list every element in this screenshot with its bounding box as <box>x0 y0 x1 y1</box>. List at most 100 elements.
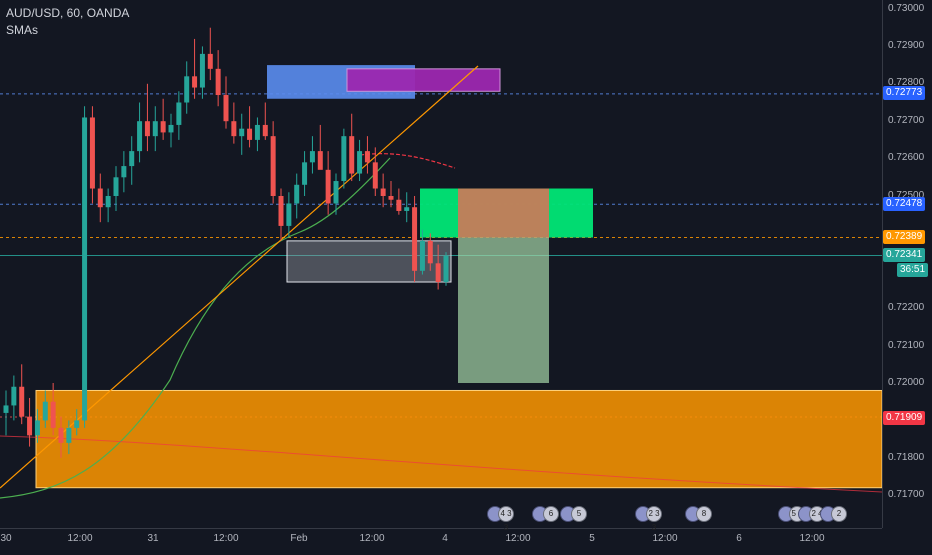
study-title[interactable]: SMAs <box>6 23 39 37</box>
candle-body <box>113 177 119 196</box>
candle-body <box>294 184 300 204</box>
candle-body <box>427 240 433 264</box>
candle-body <box>443 255 449 283</box>
candle-body <box>278 196 284 226</box>
economic-event-badge[interactable]: 4 3 3 <box>487 506 514 532</box>
candle-body <box>270 136 276 196</box>
stop-zone <box>458 237 549 383</box>
candle-body <box>121 166 127 178</box>
time-tick: 30 <box>0 533 12 544</box>
time-tick: 6 <box>736 533 742 544</box>
economic-event-badge[interactable]: 2 3 3 <box>635 506 662 532</box>
price-tag-orange: 0.72389 <box>883 230 926 244</box>
event-count: 2 3 3 <box>646 506 662 532</box>
candle-body <box>388 196 394 200</box>
time-tick: 12:00 <box>799 533 825 544</box>
price-tick: 0.72100 <box>888 340 925 351</box>
price-tag-blue-upper: 0.72773 <box>883 86 926 100</box>
economic-event-badge[interactable]: 8 <box>685 506 712 522</box>
event-count: 8 <box>696 506 712 522</box>
time-axis[interactable] <box>0 528 882 551</box>
price-tick: 0.73000 <box>888 3 925 14</box>
candle-body <box>3 405 9 413</box>
candle-body <box>372 162 378 189</box>
candle-body <box>105 196 111 208</box>
candle-body <box>19 386 25 417</box>
time-tick: 12:00 <box>359 533 385 544</box>
event-count: 5 <box>571 506 587 522</box>
candle-body <box>66 427 72 443</box>
time-tick: Feb <box>290 533 308 544</box>
price-tick: 0.72500 <box>888 190 925 201</box>
price-tick: 0.72200 <box>888 302 925 313</box>
range-box <box>286 240 452 283</box>
candle-body <box>254 124 260 140</box>
candle-body <box>357 151 363 174</box>
candle-body <box>176 102 182 125</box>
economic-event-badge[interactable]: 5 <box>560 506 587 522</box>
candle-body <box>325 169 331 204</box>
candle-body <box>152 121 158 137</box>
symbol-title[interactable]: AUD/USD, 60, OANDA <box>6 6 130 20</box>
candle-body <box>341 136 347 182</box>
demand-zone <box>35 389 883 489</box>
candle-body <box>42 401 48 421</box>
risk-overlap <box>458 188 549 238</box>
candle-body <box>74 420 80 428</box>
price-tag-last-price: 0.72341 <box>883 248 926 262</box>
candle-body <box>262 124 268 137</box>
candle-body <box>215 68 221 96</box>
price-tick: 0.72700 <box>888 115 925 126</box>
candle-body <box>380 188 386 196</box>
candle-body <box>89 117 95 189</box>
trendline <box>0 65 479 489</box>
candle-body <box>184 76 190 103</box>
time-tick: 12:00 <box>213 533 239 544</box>
price-tick: 0.71800 <box>888 452 925 463</box>
candle-body <box>286 203 292 226</box>
price-tick: 0.72000 <box>888 377 925 388</box>
time-tick: 12:00 <box>652 533 678 544</box>
candle-body <box>97 188 103 208</box>
candle-body <box>129 151 135 167</box>
sma-long-line <box>0 435 883 493</box>
candle-body <box>82 117 88 421</box>
candle-body <box>349 136 355 174</box>
candle-body <box>309 151 315 163</box>
economic-event-badge[interactable]: 6 <box>532 506 559 522</box>
time-tick: 4 <box>442 533 448 544</box>
sma-slow-line <box>0 157 391 499</box>
candle-body <box>207 53 213 69</box>
event-count: 6 <box>543 506 559 522</box>
economic-event-badge[interactable]: 2 <box>820 506 847 522</box>
candle-body <box>168 124 174 133</box>
candle-body <box>396 199 402 211</box>
time-tick: 12:00 <box>505 533 531 544</box>
price-axis[interactable] <box>882 0 932 528</box>
time-tick: 12:00 <box>67 533 93 544</box>
candle-body <box>58 427 64 443</box>
supply-zone-purple <box>346 68 501 92</box>
candle-body <box>412 207 418 271</box>
time-tick: 31 <box>147 533 159 544</box>
bar-countdown: 36:51 <box>897 263 929 277</box>
event-count: 2 <box>831 506 847 522</box>
candle-body <box>364 151 370 163</box>
candle-body <box>419 240 425 271</box>
price-tick: 0.72800 <box>888 77 925 88</box>
candle-body <box>317 151 323 170</box>
price-tick: 0.71700 <box>888 489 925 500</box>
candle-body <box>144 121 150 137</box>
candle-body <box>34 420 40 436</box>
event-count: 4 3 3 <box>498 506 514 532</box>
candle-body <box>50 401 56 428</box>
candle-body <box>239 128 245 137</box>
candle-body <box>302 162 308 185</box>
candle-body <box>231 121 237 137</box>
candle-body <box>27 416 33 436</box>
candle-body <box>160 121 166 133</box>
candle-body <box>435 263 441 283</box>
candle-body <box>247 128 253 140</box>
